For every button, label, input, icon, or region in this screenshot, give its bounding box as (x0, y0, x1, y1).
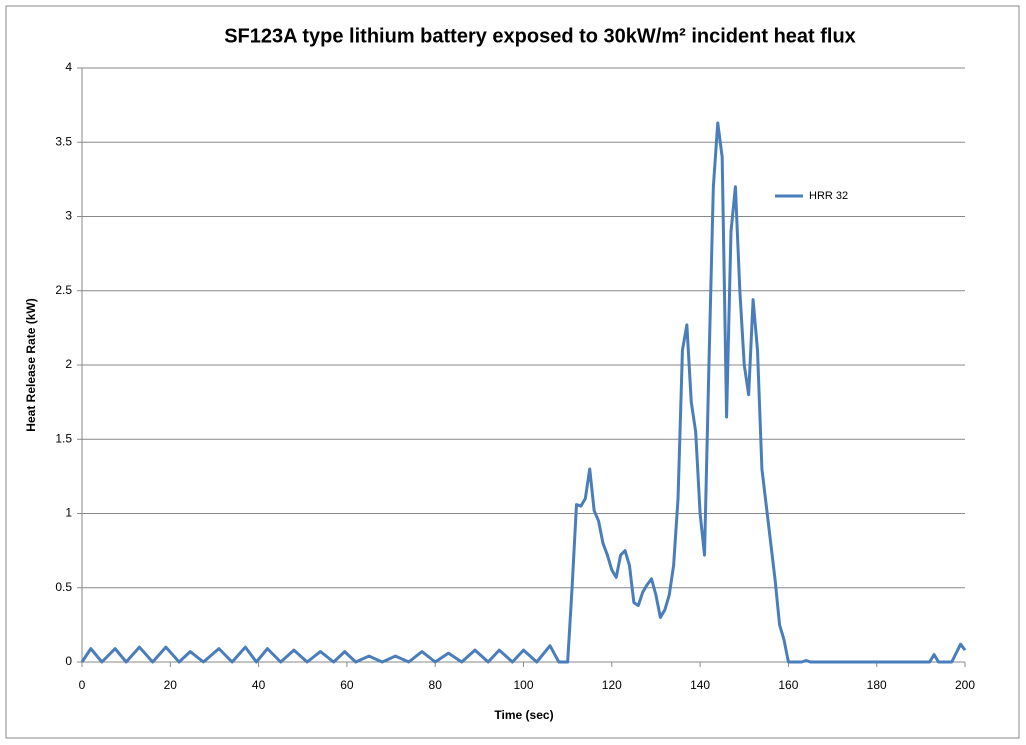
y-axis-label: Heat Release Rate (kW) (24, 298, 38, 431)
x-axis-label: Time (sec) (494, 708, 553, 722)
x-tick-label: 100 (513, 678, 533, 692)
x-tick-label: 20 (164, 678, 178, 692)
chart-title: SF123A type lithium battery exposed to 3… (224, 25, 856, 47)
chart-border (5, 5, 1020, 739)
y-tick-label: 2 (65, 357, 72, 371)
y-tick-label: 4 (65, 60, 72, 74)
y-tick-label: 3 (65, 209, 72, 223)
data-line (80, 121, 967, 664)
x-tick-label: 0 (79, 678, 86, 692)
x-tick-label: 160 (778, 678, 798, 692)
x-tick-label: 80 (429, 678, 443, 692)
x-tick-label: 120 (602, 678, 622, 692)
y-tick-label: 1 (65, 506, 72, 520)
x-tick-label: 200 (955, 678, 975, 692)
x-tick-label: 180 (867, 678, 887, 692)
legend-label: HRR 32 (809, 190, 848, 202)
x-tick-label: 140 (690, 678, 710, 692)
y-tick-label: 3.5 (55, 134, 72, 148)
x-tick-label: 40 (252, 678, 266, 692)
y-tick-label: 1.5 (55, 431, 72, 445)
y-tick-label: 0.5 (55, 580, 72, 594)
x-tick-label: 60 (340, 678, 354, 692)
y-tick-label: 2.5 (55, 283, 72, 297)
y-tick-label: 0 (65, 654, 72, 668)
